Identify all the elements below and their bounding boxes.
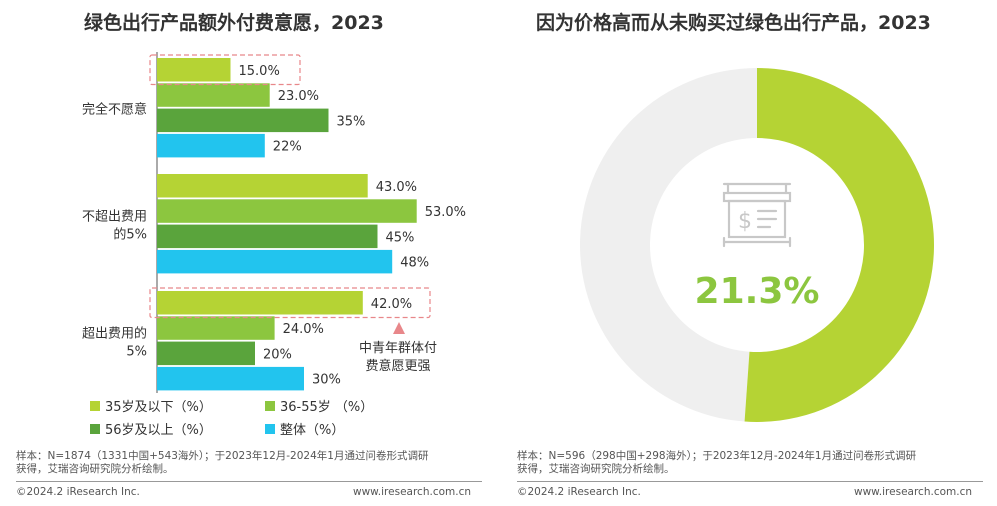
right-sample-note: 样本：N=596（298中国+298海外）；于2023年12月-2024年1月通… <box>517 450 916 476</box>
bar-value-label: 22% <box>273 140 302 155</box>
left-footer-rule <box>16 481 482 482</box>
bar-value-label: 23.0% <box>278 89 319 104</box>
bar-2-0 <box>157 291 363 315</box>
highlight-box <box>149 287 431 319</box>
bar-0-2 <box>157 108 329 133</box>
category-label: 超出费用的 <box>82 326 147 342</box>
callout-text-line1: 中青年群体付 <box>359 341 437 356</box>
callout-text-line2: 费意愿更强 <box>365 358 430 374</box>
left-website-link[interactable]: www.iresearch.com.cn <box>353 486 472 498</box>
right-sample-note-line2: 获得，艾瑞咨询研究院分析绘制。 <box>517 463 675 475</box>
dollar-sign-icon: $ <box>738 209 752 234</box>
legend-swatch <box>90 401 100 411</box>
donut-center-value: 21.3% <box>695 271 820 312</box>
bar-2-2 <box>157 341 255 366</box>
bar-1-0 <box>157 174 368 198</box>
bar-value-label: 42.0% <box>371 297 412 312</box>
legend-swatch <box>265 401 275 411</box>
left-sample-note-line1: 样本：N=1874（1331中国+543海外）；于2023年12月-2024年1… <box>16 450 429 462</box>
category-label: 5% <box>126 345 147 360</box>
bar-value-label: 30% <box>312 373 341 388</box>
category-label: 的5% <box>113 227 147 243</box>
legend-swatch <box>265 424 275 434</box>
bar-value-label: 24.0% <box>283 322 324 337</box>
legend-label: 35岁及以下（%） <box>105 400 212 415</box>
right-website-link[interactable]: www.iresearch.com.cn <box>854 486 973 498</box>
donut-slice-value <box>744 68 934 422</box>
bar-value-label: 45% <box>386 230 415 245</box>
donut-chart: $21.3% <box>579 68 934 422</box>
left-sample-note: 样本：N=1874（1331中国+543海外）；于2023年12月-2024年1… <box>16 450 428 476</box>
bar-1-3 <box>157 249 393 274</box>
bar-2-3 <box>157 366 304 391</box>
bar-value-label: 20% <box>263 347 292 362</box>
bar-2-1 <box>157 316 275 340</box>
category-label: 完全不愿意 <box>82 102 147 118</box>
bar-1-1 <box>157 199 417 223</box>
bar-value-label: 15.0% <box>239 64 280 79</box>
legend-label: 56岁及以上（%） <box>105 423 212 438</box>
bar-0-3 <box>157 133 265 158</box>
bar-value-label: 48% <box>400 256 429 271</box>
bar-value-label: 35% <box>337 114 366 129</box>
callout-arrow <box>393 322 405 334</box>
legend-swatch <box>90 424 100 434</box>
left-sample-note-line2: 获得，艾瑞咨询研究院分析绘制。 <box>16 463 174 475</box>
price-shop-icon <box>722 182 792 248</box>
legend-label: 36-55岁 （%） <box>280 400 373 415</box>
bar-0-1 <box>157 83 270 107</box>
category-label: 不超出费用 <box>82 210 147 225</box>
left-chart-title: 绿色出行产品额外付费意愿，2023 <box>84 12 384 34</box>
right-footer-rule <box>517 481 983 482</box>
right-sample-note-line1: 样本：N=596（298中国+298海外）；于2023年12月-2024年1月通… <box>517 450 917 462</box>
legend-label: 整体（%） <box>280 423 344 438</box>
right-chart-title: 因为价格高而从未购买过绿色出行产品，2023 <box>536 12 931 34</box>
bar-1-2 <box>157 224 378 249</box>
donut-slice-rest <box>579 68 757 422</box>
bar-value-label: 43.0% <box>376 180 417 195</box>
bar-0-0 <box>157 58 231 82</box>
bar-value-label: 53.0% <box>425 205 466 220</box>
highlight-box <box>149 54 301 86</box>
left-copyright: ©2024.2 iResearch Inc. <box>16 486 140 498</box>
right-copyright: ©2024.2 iResearch Inc. <box>517 486 641 498</box>
